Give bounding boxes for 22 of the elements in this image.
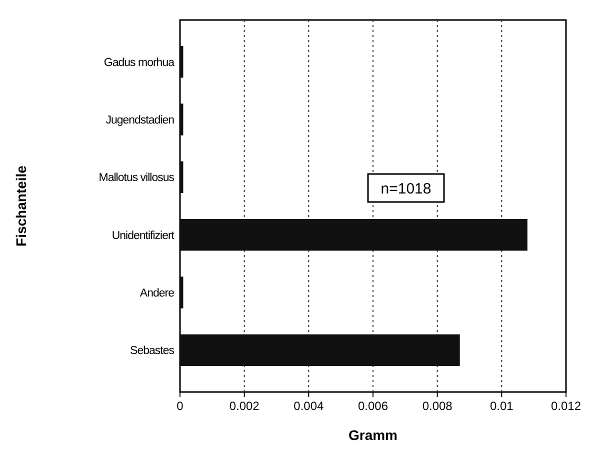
bar xyxy=(180,334,460,366)
bar xyxy=(180,161,184,194)
y-tick-label: Unidentifiziert xyxy=(112,230,176,242)
bar xyxy=(180,218,528,251)
x-axis-title: Gramm xyxy=(348,427,398,443)
y-tick-label: Gadus morhua xyxy=(104,56,176,69)
y-tick-label: Andere xyxy=(140,288,174,300)
annotation: n=1018 xyxy=(380,180,432,198)
y-tick-label: Sebastes xyxy=(130,345,175,358)
y-axis-title: Fischanteile xyxy=(13,165,29,246)
x-tick-label: 0.008 xyxy=(422,399,453,413)
x-tick-label: 0 xyxy=(176,399,184,413)
x-tick-label: 0.004 xyxy=(294,399,324,413)
y-tick-label: Jugendstadien xyxy=(106,114,174,127)
bar xyxy=(180,46,184,78)
x-tick-label: 0.012 xyxy=(550,399,582,413)
x-tick-label: 0.002 xyxy=(229,399,260,413)
x-tick-label: 0.01 xyxy=(490,399,514,413)
x-tick-label: 0.006 xyxy=(358,399,388,413)
bar xyxy=(180,276,184,308)
y-tick-label: Mallotus villosus xyxy=(98,172,175,184)
bar xyxy=(180,104,184,136)
